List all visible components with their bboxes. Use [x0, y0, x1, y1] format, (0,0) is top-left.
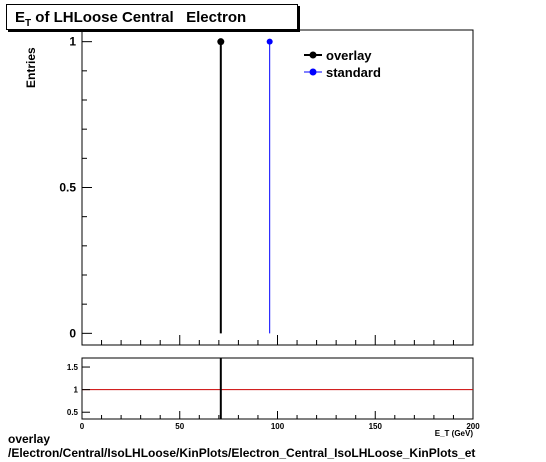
- ratio-y-tick-label: 1.5: [67, 363, 79, 372]
- ratio-y-tick-label: 0.5: [67, 408, 79, 417]
- ratio-plot-frame: [81, 357, 474, 420]
- y-tick-label: 0.5: [59, 181, 76, 195]
- ratio-x-tick-label: 0: [80, 422, 85, 431]
- plot-title-box: ET of LHLoose Central Electron: [6, 4, 298, 30]
- plot-title: ET of LHLoose Central Electron: [15, 9, 246, 29]
- x-axis-label: E_T (GeV): [435, 429, 474, 438]
- y-tick-label: 1: [69, 35, 76, 49]
- ratio-x-tick-label: 100: [271, 422, 285, 431]
- legend-label-standard: standard: [326, 65, 381, 80]
- main-plot-area: 0 0.5 1 overlay standard: [59, 29, 474, 346]
- data-point-overlay: [217, 38, 225, 46]
- main-plot-frame: [81, 29, 474, 346]
- ratio-x-tick-label: 200: [466, 422, 480, 431]
- title-rest: of LHLoose Central Electron: [31, 9, 247, 26]
- ratio-x-tick-label: 150: [369, 422, 383, 431]
- footer-label: overlay: [8, 432, 51, 446]
- legend-marker-standard: [309, 68, 317, 76]
- ratio-y-tick-label: 1: [74, 386, 79, 395]
- footer-path: /Electron/Central/IsoLHLoose/KinPlots/El…: [8, 446, 476, 460]
- data-point-standard: [266, 38, 273, 45]
- y-tick-label: 0: [69, 326, 76, 340]
- legend-label-overlay: overlay: [326, 48, 372, 63]
- title-main: E: [15, 9, 26, 26]
- ratio-x-tick-label: 50: [175, 422, 184, 431]
- legend-marker-overlay: [309, 51, 317, 59]
- title-sub: T: [25, 18, 32, 29]
